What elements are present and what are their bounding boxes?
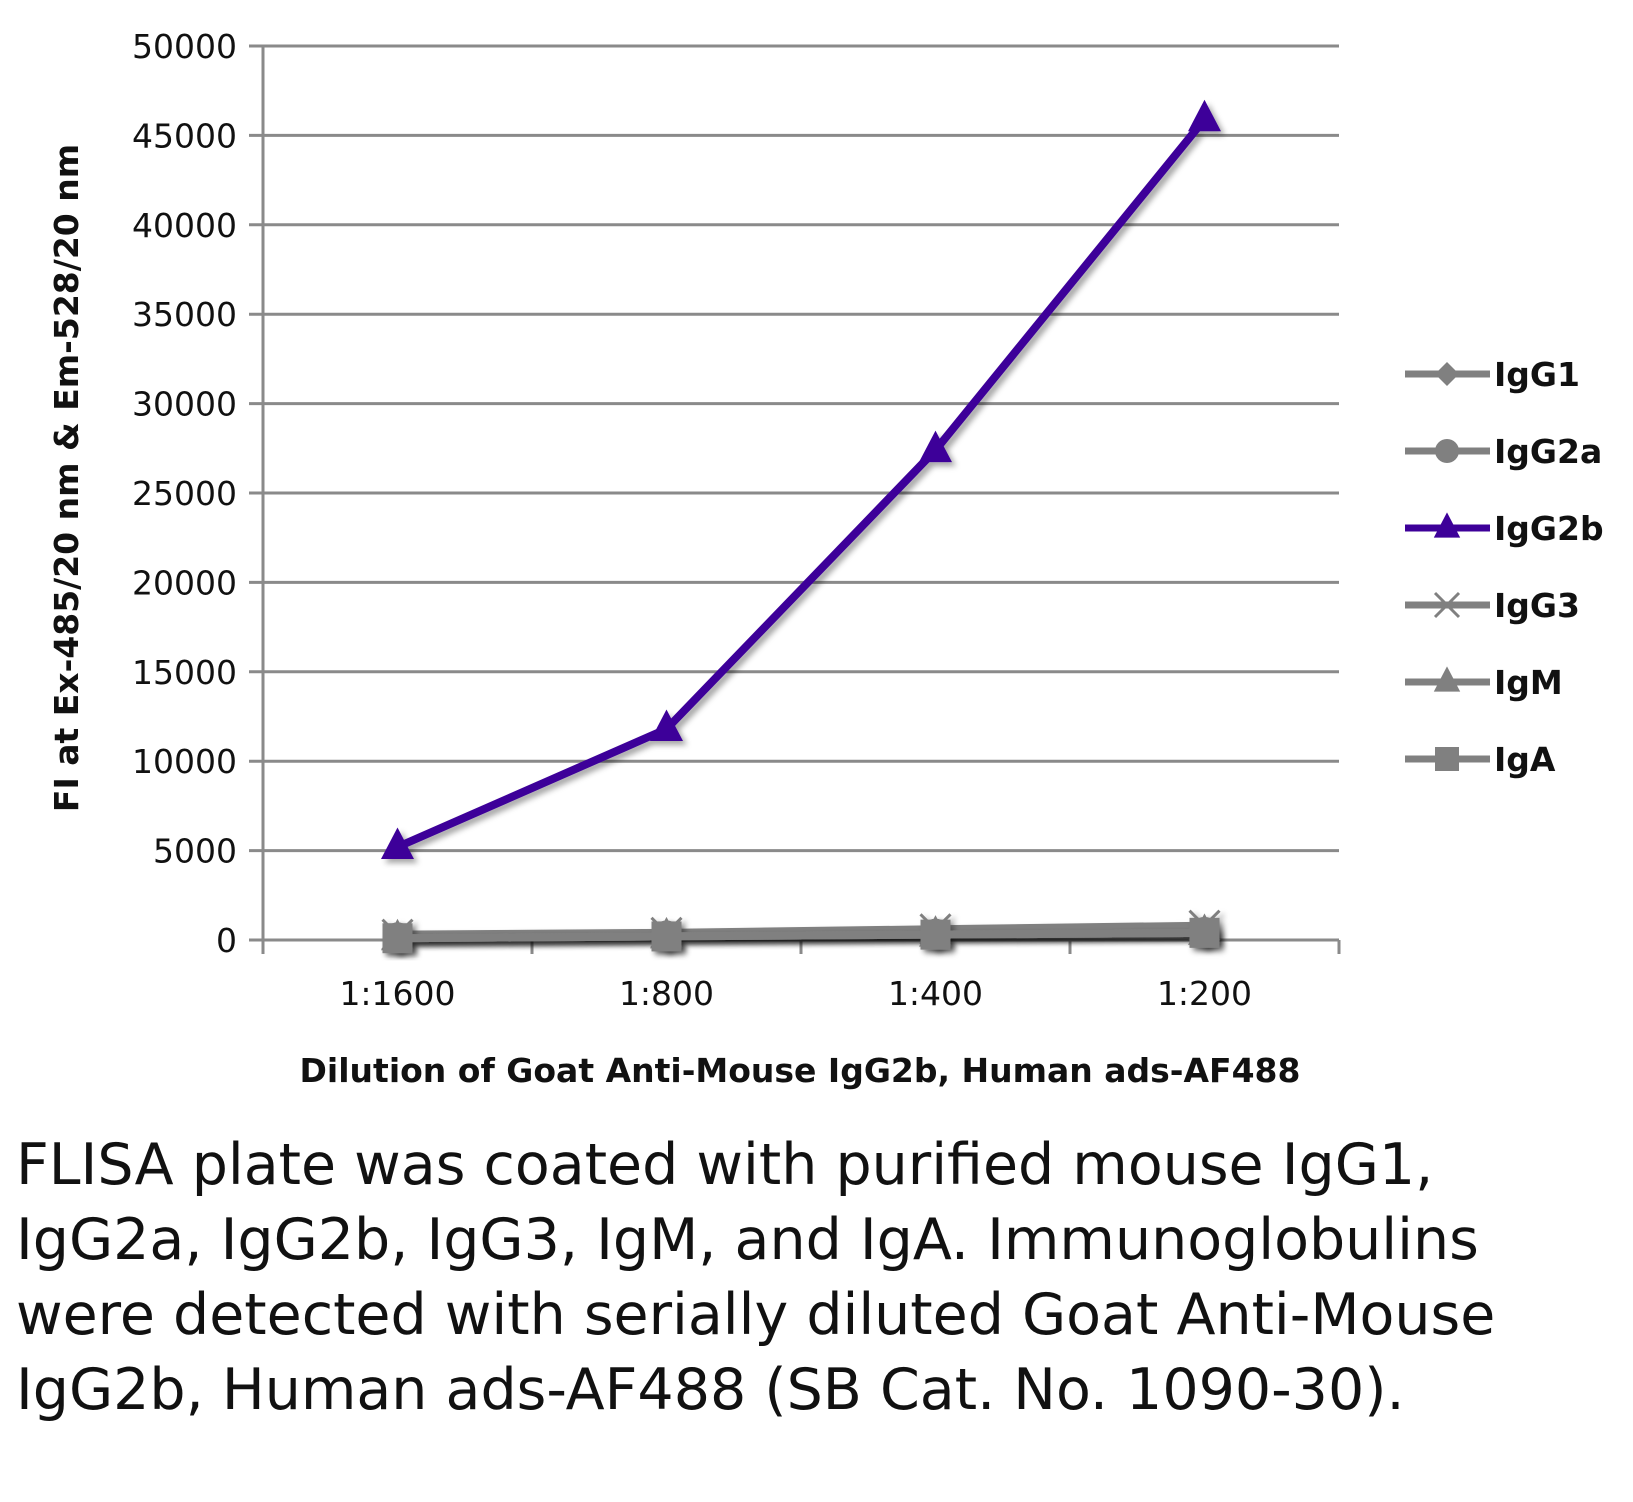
y-tick-label: 0 (216, 921, 237, 960)
y-tick-label: 40000 (132, 206, 237, 245)
diamond-marker (1435, 362, 1459, 386)
y-tick-label: 5000 (153, 832, 237, 871)
legend-label: IgG2a (1494, 432, 1602, 471)
legend: IgG1 IgG2a IgG2b IgG3 IgM IgA (1405, 355, 1604, 779)
x-tick-label: 1:1600 (339, 974, 455, 1013)
gridlines (249, 44, 1341, 954)
x-tick-labels: 1:1600 1:800 1:400 1:200 (339, 974, 1252, 1013)
y-tick-label: 15000 (132, 653, 237, 692)
series-lines (381, 99, 1221, 954)
series-iga (382, 917, 1220, 954)
legend-item-iga: IgA (1405, 740, 1556, 779)
legend-item-igg2b: IgG2b (1405, 509, 1604, 548)
legend-item-igg3: IgG3 (1405, 586, 1580, 625)
square-marker (920, 919, 951, 950)
legend-label: IgG2b (1494, 509, 1604, 548)
circle-marker (1435, 439, 1459, 463)
series-line (397, 928, 1205, 943)
x-tick-label: 1:400 (888, 974, 983, 1013)
legend-label: IgG1 (1494, 355, 1580, 394)
triangle-marker (1433, 512, 1461, 538)
triangle-marker (650, 709, 683, 742)
legend-item-igg1: IgG1 (1405, 355, 1580, 394)
square-marker (382, 923, 413, 954)
series-line (395, 116, 1208, 851)
elisa-line-chart: 0 5000 10000 15000 20000 25000 30000 35000 40000… (47, 27, 1604, 1090)
legend-label: IgM (1494, 663, 1563, 702)
triangle-marker (381, 827, 414, 860)
y-axis-label: FI at Ex-485/20 nm & Em-528/20 nm (47, 144, 86, 812)
y-tick-label: 50000 (132, 27, 237, 66)
figure-caption: FLISA plate was coated with purified mou… (16, 1132, 1496, 1423)
y-tick-label: 35000 (132, 295, 237, 334)
x-tick-label: 1:200 (1157, 974, 1252, 1013)
square-marker (1189, 917, 1220, 948)
square-marker (1435, 747, 1459, 771)
square-marker (651, 921, 682, 952)
legend-label: IgA (1494, 740, 1556, 779)
y-tick-label: 10000 (132, 742, 237, 781)
y-tick-label: 20000 (132, 563, 237, 602)
y-tick-label: 45000 (132, 116, 237, 155)
triangle-marker (1188, 99, 1221, 132)
legend-item-igg2a: IgG2a (1405, 432, 1602, 471)
legend-item-igm: IgM (1405, 663, 1563, 702)
triangle-marker (919, 430, 952, 463)
y-tick-label: 25000 (132, 474, 237, 513)
triangle-marker (1433, 666, 1461, 692)
x-marker-stroke (1433, 591, 1461, 619)
series-igg2b (381, 99, 1221, 860)
legend-label: IgG3 (1494, 586, 1580, 625)
y-tick-labels: 0 5000 10000 15000 20000 25000 30000 35000 40000… (132, 27, 237, 960)
x-axis-label: Dilution of Goat Anti-Mouse IgG2b, Human… (300, 1051, 1301, 1090)
x-tick-label: 1:800 (619, 974, 714, 1013)
x-marker (1433, 591, 1461, 619)
y-tick-label: 30000 (132, 385, 237, 424)
